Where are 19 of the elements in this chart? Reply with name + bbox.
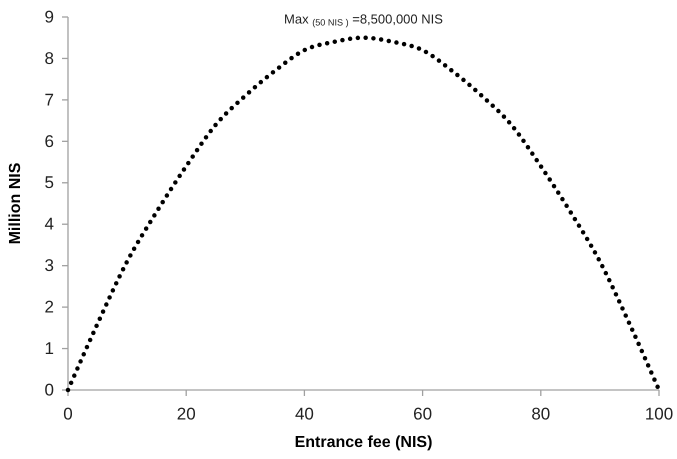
- y-tick-label: 0: [44, 380, 54, 400]
- y-tick-label: 5: [44, 173, 54, 192]
- x-tick-label: 80: [531, 404, 550, 424]
- y-axis-title: Million NIS: [7, 162, 24, 244]
- x-axis-title: Entrance fee (NIS): [294, 434, 432, 451]
- y-tick-label: 7: [44, 90, 54, 110]
- x-tick-label: 0: [63, 404, 73, 424]
- y-tick-label: 1: [44, 338, 54, 358]
- y-tick-label: 2: [44, 298, 54, 317]
- y-tick-label: 3: [44, 256, 54, 276]
- y-tick-label: 8: [44, 48, 54, 68]
- y-tick-label: 4: [44, 214, 54, 234]
- x-tick-label: 40: [294, 404, 314, 424]
- x-tick-label: 60: [413, 404, 432, 424]
- x-tick-label: 100: [644, 404, 674, 424]
- annotation: Max $_{(50 NIS )}$ =8,500,000 NIS: [284, 12, 444, 28]
- x-tick-label: 20: [176, 404, 196, 424]
- y-tick-label: 9: [44, 7, 54, 26]
- y-tick-label: 6: [44, 132, 54, 151]
